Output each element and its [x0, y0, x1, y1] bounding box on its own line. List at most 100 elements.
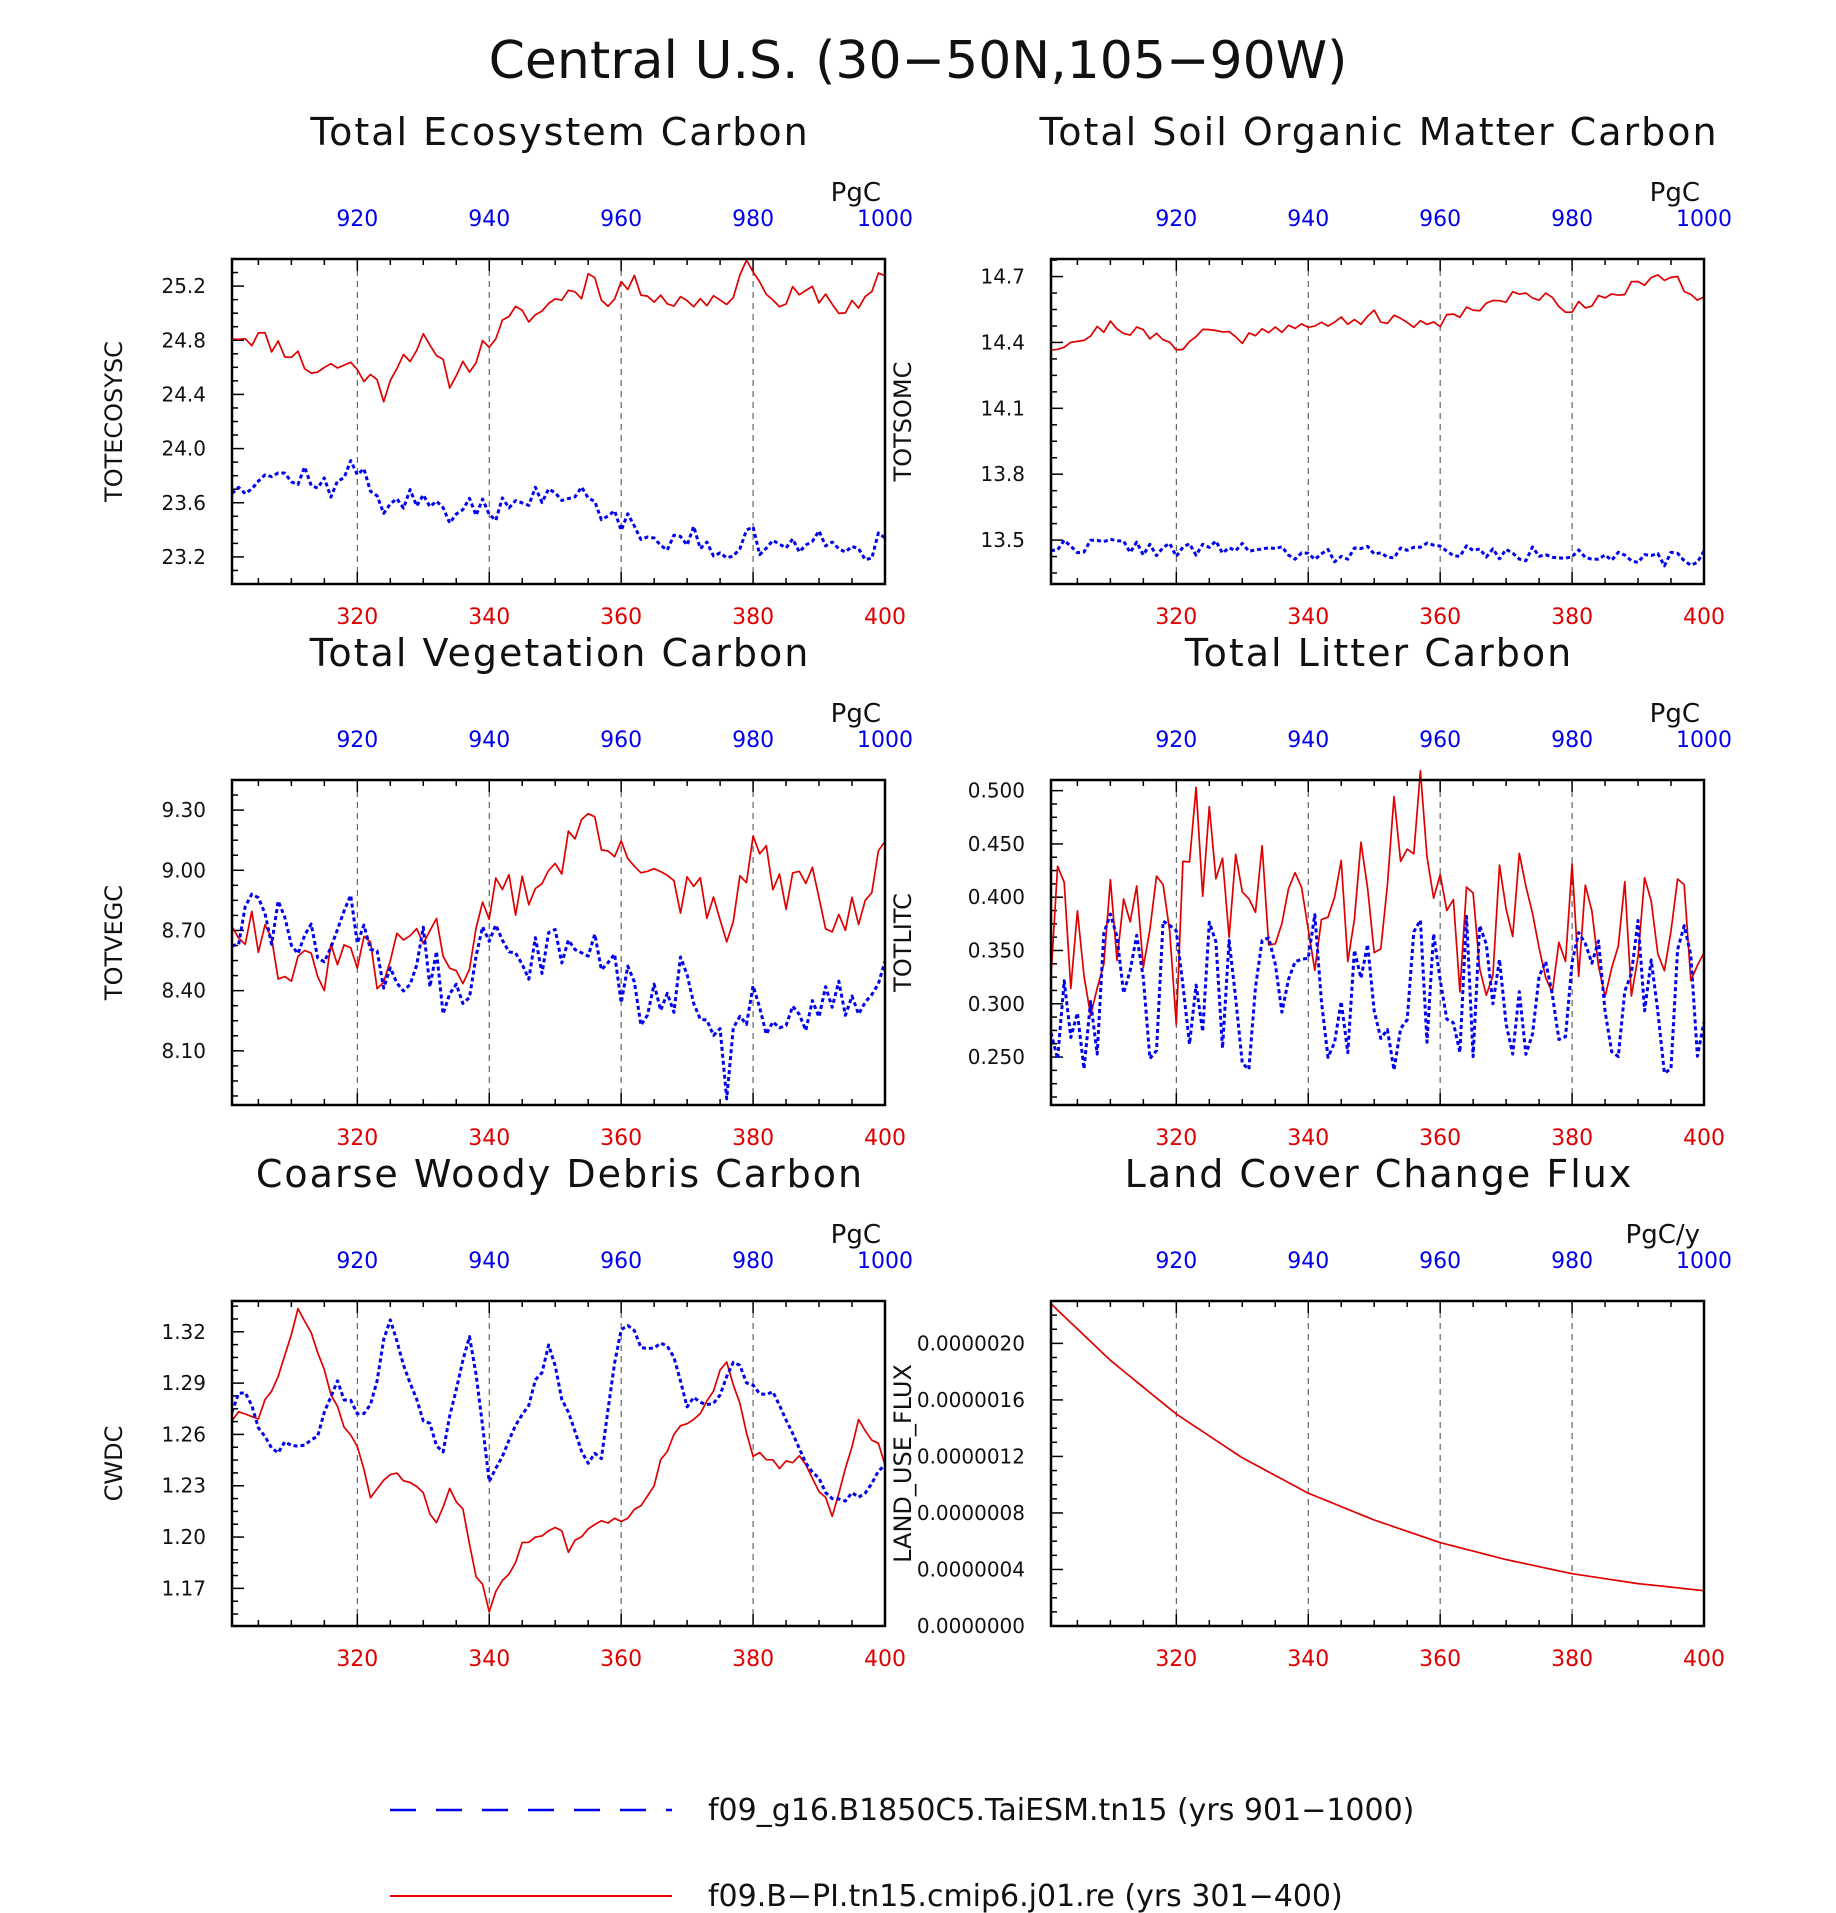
- x-top-tick-label: 1000: [857, 207, 913, 232]
- legend: f09_g16.B1850C5.TaiESM.tn15 (yrs 901−100…: [390, 1793, 1414, 1913]
- x-tick-label: 340: [1287, 1647, 1329, 1672]
- y-axis-label: LAND_USE_FLUX: [889, 1364, 917, 1563]
- y-tick-label: 0.0000016: [917, 1388, 1025, 1412]
- units-label: PgC: [831, 699, 881, 729]
- y-axis-label: TOTECOSYSC: [100, 341, 128, 503]
- y-axis-label: TOTSOMC: [889, 362, 917, 483]
- x-top-tick-label: 1000: [1676, 207, 1732, 232]
- x-top-tick-label: 940: [468, 207, 510, 232]
- legend-label-case2: f09.B−PI.tn15.cmip6.j01.re (yrs 301−400): [708, 1879, 1343, 1913]
- y-tick-label: 24.0: [161, 437, 206, 461]
- y-tick-label: 13.5: [980, 528, 1025, 552]
- x-tick-label: 400: [864, 605, 906, 630]
- series-line-case2: [1050, 769, 1705, 1026]
- x-top-tick-label: 940: [1287, 728, 1329, 753]
- x-top-tick-label: 980: [732, 1249, 774, 1274]
- y-tick-label: 0.0000000: [917, 1614, 1025, 1638]
- y-axis-label: TOTVEGC: [100, 885, 128, 1001]
- y-axis-label: TOTLITC: [889, 893, 917, 993]
- y-tick-label: 25.2: [161, 274, 206, 298]
- x-top-tick-label: 960: [1419, 728, 1461, 753]
- series-line-case2: [231, 1307, 886, 1613]
- panel-totsomc: Total Soil Organic Matter Carbon PgC TOTSO…: [889, 110, 1732, 630]
- x-top-tick-label: 940: [468, 1249, 510, 1274]
- x-top-tick-label: 980: [1551, 207, 1593, 232]
- x-tick-label: 360: [1419, 1126, 1461, 1151]
- panel-totlitc: Total Litter Carbon PgC TOTLITC 320 340 360 38…: [889, 631, 1732, 1151]
- x-tick-label: 340: [468, 605, 510, 630]
- panel-land_use_flux: Land Cover Change Flux PgC/y LAND_USE_FLUX…: [889, 1152, 1732, 1672]
- x-top-tick-label: 940: [468, 728, 510, 753]
- x-top-tick-label: 920: [1155, 1249, 1197, 1274]
- x-tick-label: 380: [1551, 605, 1593, 630]
- figure-title: Central U.S. (30−50N,105−90W): [489, 31, 1348, 91]
- x-top-tick-label: 960: [1419, 1249, 1461, 1274]
- x-top-tick-label: 920: [1155, 728, 1197, 753]
- y-tick-label: 0.0000012: [917, 1444, 1025, 1468]
- plot-frame: [230, 778, 887, 1107]
- x-top-tick-label: 960: [1419, 207, 1461, 232]
- x-top-tick-label: 1000: [1676, 1249, 1732, 1274]
- legend-label-case1: f09_g16.B1850C5.TaiESM.tn15 (yrs 901−100…: [708, 1793, 1414, 1828]
- y-tick-label: 0.0000020: [917, 1331, 1025, 1355]
- y-tick-label: 1.17: [161, 1576, 206, 1600]
- y-tick-label: 0.500: [968, 779, 1025, 803]
- y-tick-label: 14.1: [980, 396, 1025, 420]
- series-line-case1: [1049, 912, 1706, 1075]
- x-tick-label: 400: [1683, 1647, 1725, 1672]
- series-line-case2: [231, 259, 886, 403]
- x-tick-label: 320: [1155, 1126, 1197, 1151]
- y-axis-label: CWDC: [100, 1426, 128, 1502]
- y-tick-label: 0.0000004: [917, 1557, 1025, 1581]
- units-label: PgC/y: [1626, 1220, 1700, 1250]
- panel-totvegc: Total Vegetation Carbon PgC TOTVEGC 320 340 3…: [100, 631, 913, 1151]
- y-tick-label: 9.30: [161, 798, 206, 822]
- x-top-tick-label: 920: [336, 728, 378, 753]
- plot-frame: [1049, 257, 1706, 586]
- x-top-tick-label: 1000: [1676, 728, 1732, 753]
- y-tick-label: 0.400: [968, 885, 1025, 909]
- panel-title: Coarse Woody Debris Carbon: [256, 1152, 864, 1196]
- series-line-case1: [1050, 537, 1706, 568]
- plot-frame: [1049, 778, 1706, 1107]
- x-top-tick-label: 960: [600, 728, 642, 753]
- y-tick-label: 24.8: [161, 328, 206, 352]
- x-top-tick-label: 1000: [857, 1249, 913, 1274]
- plot-frame: [230, 257, 887, 586]
- x-top-tick-label: 980: [732, 207, 774, 232]
- x-tick-label: 400: [864, 1647, 906, 1672]
- x-tick-label: 360: [1419, 605, 1461, 630]
- x-top-tick-label: 940: [1287, 1249, 1329, 1274]
- x-tick-label: 340: [468, 1647, 510, 1672]
- y-tick-label: 0.250: [968, 1045, 1025, 1069]
- y-tick-label: 23.2: [161, 545, 206, 569]
- series-line-case1: [230, 459, 886, 562]
- x-top-tick-label: 920: [336, 1249, 378, 1274]
- x-top-tick-label: 920: [1155, 207, 1197, 232]
- x-top-tick-label: 980: [1551, 728, 1593, 753]
- x-top-tick-label: 940: [1287, 207, 1329, 232]
- y-tick-label: 13.8: [980, 462, 1025, 486]
- x-tick-label: 360: [1419, 1647, 1461, 1672]
- x-top-tick-label: 1000: [857, 728, 913, 753]
- x-top-tick-label: 980: [732, 728, 774, 753]
- x-tick-label: 360: [600, 1647, 642, 1672]
- series-line-case2: [1050, 1303, 1705, 1592]
- x-tick-label: 360: [600, 605, 642, 630]
- y-tick-label: 1.26: [161, 1422, 206, 1446]
- panel-title: Total Soil Organic Matter Carbon: [1038, 110, 1718, 154]
- y-tick-label: 1.20: [161, 1525, 206, 1549]
- x-tick-label: 400: [1683, 1126, 1725, 1151]
- x-tick-label: 380: [732, 1647, 774, 1672]
- x-tick-label: 360: [600, 1126, 642, 1151]
- x-tick-label: 380: [732, 1126, 774, 1151]
- series-line-case1: [230, 1318, 886, 1503]
- y-tick-label: 24.4: [161, 382, 206, 406]
- y-tick-label: 1.29: [161, 1371, 206, 1395]
- y-tick-label: 9.00: [161, 858, 206, 882]
- y-tick-label: 8.10: [161, 1039, 206, 1063]
- x-top-tick-label: 960: [600, 1249, 642, 1274]
- units-label: PgC: [831, 1220, 881, 1250]
- series-line-case2: [231, 812, 886, 992]
- x-tick-label: 400: [1683, 605, 1725, 630]
